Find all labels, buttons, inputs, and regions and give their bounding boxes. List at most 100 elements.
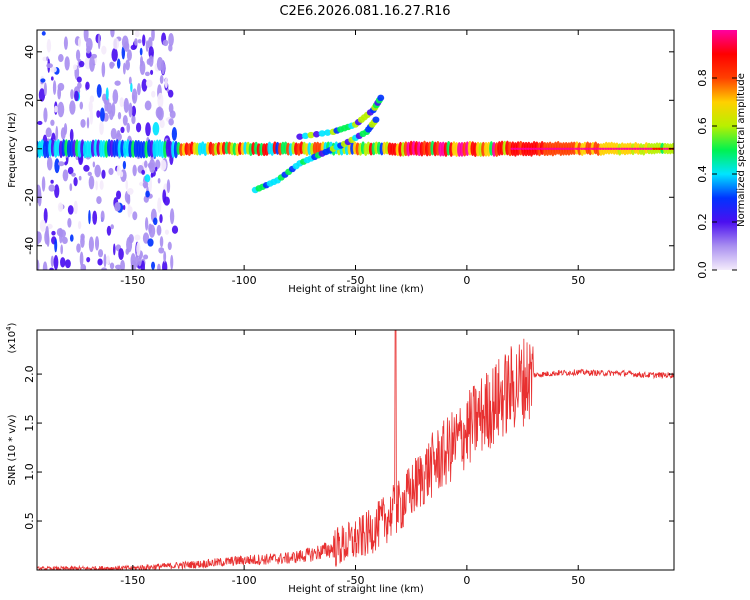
spectrogram-noise-cell — [157, 263, 161, 270]
spectrogram-x-ticks: -150 -100 -50 0 50 — [120, 30, 585, 287]
spectrogram-noise-cell — [134, 234, 141, 241]
spectrogram-noise-cell — [142, 181, 149, 188]
spectrogram-noise-cell — [89, 55, 95, 72]
colorbar-tick-label: 0.8 — [696, 69, 709, 87]
spectrogram-noise-cell — [168, 118, 174, 126]
spectrogram-noise-cell — [164, 77, 168, 89]
spectrogram-noise-cell — [77, 82, 82, 89]
spectrogram-noise-cell — [60, 257, 66, 268]
spectrogram-upper-branch-cell — [318, 130, 326, 137]
spectrogram-noise-cell — [157, 106, 163, 117]
spectrogram-noise-cell — [122, 62, 126, 75]
spectrogram-noise-cell — [141, 169, 146, 175]
spectrogram-noise-cell — [73, 64, 78, 71]
snr-y-label: SNR (10 * v/v) — [7, 414, 18, 485]
spectrogram-noise-cell — [130, 253, 136, 268]
spectrogram-noise-cell — [112, 89, 119, 104]
spectrogram-noise-cell — [37, 193, 42, 207]
spectrogram-noise-cell — [123, 97, 129, 113]
snr-multiplier-label: (x104) — [5, 322, 18, 353]
spectrogram-noise-cell — [78, 175, 82, 181]
spectrogram-noise-cell — [148, 55, 154, 67]
spectrogram-noise-cell — [159, 213, 163, 224]
spectrogram-noise-cell — [145, 122, 151, 137]
spectrogram-x-label: Height of straight line (km) — [288, 284, 424, 295]
colorbar-tick-label: 0.2 — [696, 213, 709, 231]
spectrogram-noise-cell — [156, 224, 162, 236]
snr-y-tick-label: 2.0 — [23, 365, 36, 383]
spectrogram-noise-cell — [75, 49, 81, 62]
spectrogram-noise-cell — [59, 227, 63, 244]
spectrogram-noise-cell — [142, 232, 150, 244]
spectrogram-noise-cell — [94, 236, 100, 251]
spectrogram-noise-cell — [142, 34, 146, 47]
spectrogram-noise-cell — [169, 110, 176, 119]
spectrogram-noise-cell — [86, 256, 91, 263]
spectrogram-noise-cell — [63, 36, 68, 50]
spectrogram-noise-cell — [50, 119, 55, 126]
spectrogram-noise-cell — [46, 38, 52, 53]
spectrogram-noise-cell — [60, 244, 64, 255]
spectrogram-noise-cell — [67, 205, 74, 215]
spectrogram-noise-cell — [120, 259, 125, 270]
colorbar-tick-label: 0.0 — [696, 261, 709, 279]
spectrogram-noise-cell — [135, 122, 142, 133]
spectrogram-noise-cell — [80, 119, 86, 128]
spectrogram-noise-cell — [103, 253, 107, 268]
spectrogram-noise-cell — [151, 261, 156, 270]
spectrogram-noise-cell — [50, 255, 54, 268]
spectrogram-noise-cell — [50, 179, 54, 184]
spectrogram-noise-cell — [118, 248, 124, 260]
colorbar-ticks: 0.0 0.2 0.4 0.6 0.8 — [696, 69, 737, 279]
spectrogram-upper-branch-cell — [313, 131, 321, 138]
spectrogram-noise-cell — [110, 224, 114, 230]
spectrogram-noise-cell — [46, 234, 50, 247]
spectrogram-noise-cell — [80, 233, 85, 241]
spectrogram-noise-cell — [115, 132, 122, 142]
spectrogram-noise-cell — [159, 75, 164, 84]
spectrogram-noise-cell — [152, 122, 160, 136]
spectrogram-noise-cell — [162, 39, 169, 47]
spectrogram-noise-cell — [88, 100, 93, 113]
spectrogram-noise-cell — [61, 236, 68, 245]
spectrogram-noise-cell — [169, 208, 175, 225]
spectrogram-noise-cell — [99, 180, 104, 190]
snr-panel: -150 -100 -50 0 50 0.5 1.0 1.5 2.0 Height of st… — [5, 322, 675, 595]
spectrogram-noise-cell — [79, 101, 84, 110]
spectrogram-upper-branch-cell — [377, 94, 385, 102]
spectrogram-noise-cell — [145, 40, 149, 52]
spectrogram-noise-cell — [54, 184, 60, 199]
spectrogram-noise-cell — [40, 78, 46, 83]
spectrogram-noise-cell — [147, 162, 155, 169]
spectrogram-noise-cell — [162, 189, 167, 204]
spectrogram-y-tick-label: 20 — [23, 93, 36, 107]
spectrogram-noise-cell — [106, 102, 113, 115]
spectrogram-marks — [37, 30, 674, 270]
spectrogram-noise-cell — [121, 35, 129, 49]
spectrogram-noise-cell — [62, 169, 69, 182]
spectrogram-noise-cell — [85, 81, 90, 90]
spectrogram-noise-cell — [125, 59, 130, 71]
spectrogram-noise-cell — [69, 128, 74, 142]
spectrogram-noise-cell — [168, 44, 173, 52]
spectrogram-x-tick-label: -50 — [347, 274, 365, 287]
snr-x-label: Height of straight line (km) — [288, 584, 424, 595]
spectrogram-noise-cell — [159, 119, 165, 129]
spectrogram-upper-branch-cell — [307, 131, 315, 139]
spectrogram-noise-cell — [87, 171, 92, 177]
spectrogram-noise-cell — [92, 210, 98, 225]
spectrogram-noise-cell — [101, 267, 107, 270]
spectrogram-noise-cell — [96, 196, 102, 205]
spectrogram-noise-cell — [145, 79, 153, 88]
spectrogram-noise-cell — [46, 63, 53, 69]
spectrogram-noise-cell — [69, 234, 74, 242]
spectrogram-noise-cell — [115, 190, 122, 200]
spectrogram-x-tick-label: -100 — [232, 274, 257, 287]
spectrogram-noise-cell — [88, 175, 95, 190]
spectrogram-noise-cell — [114, 80, 121, 86]
spectrogram-upper-branch-cell — [324, 129, 332, 136]
spectrogram-noise-cell — [102, 93, 107, 102]
spectrogram-noise-cell — [162, 260, 168, 270]
spectrogram-noise-cell — [128, 76, 132, 85]
spectrogram-noise-cell — [120, 126, 125, 134]
